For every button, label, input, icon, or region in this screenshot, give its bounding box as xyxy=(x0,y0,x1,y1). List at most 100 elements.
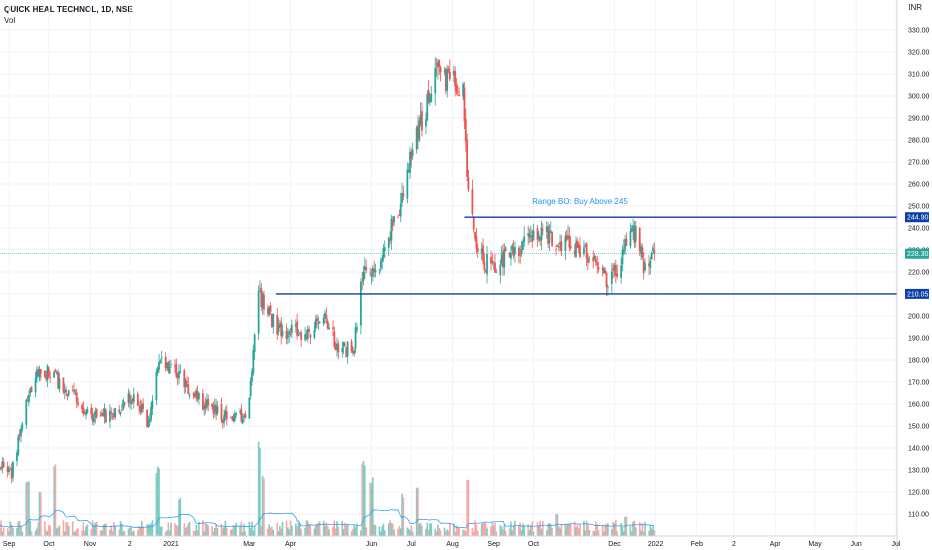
volume-bar xyxy=(434,528,437,536)
candle-body xyxy=(83,412,86,414)
candle-body xyxy=(253,334,256,353)
volume-bar xyxy=(361,463,364,536)
x-tick-label: 2021 xyxy=(163,541,179,548)
candle xyxy=(192,391,195,400)
volume-bar xyxy=(67,526,70,536)
candle-body xyxy=(494,262,496,273)
volume-bar xyxy=(382,523,385,536)
volume-bar xyxy=(596,524,599,536)
volume-bar xyxy=(248,521,251,536)
candle-body xyxy=(653,250,656,254)
volume-bar xyxy=(261,475,264,536)
candle-body xyxy=(439,67,442,73)
volume-bar xyxy=(1,531,4,536)
volume-bar xyxy=(486,528,488,536)
volume-bar xyxy=(447,530,450,536)
volume-bar xyxy=(427,529,430,536)
candle-body xyxy=(85,411,87,416)
candle xyxy=(229,416,232,419)
volume-bar xyxy=(251,521,253,536)
volume-bar xyxy=(12,527,14,536)
volume-bar xyxy=(304,527,306,536)
candle-body xyxy=(565,235,568,241)
volume-bar xyxy=(40,492,42,536)
level-price-badge-text: 244.90 xyxy=(907,215,929,222)
candle-body xyxy=(464,118,467,142)
volume-bar xyxy=(137,530,139,536)
candle-body xyxy=(371,267,374,277)
candle xyxy=(604,266,607,274)
candle-body xyxy=(67,390,70,395)
candle xyxy=(131,397,134,404)
x-tick-label: Jun xyxy=(851,541,862,548)
volume-bar xyxy=(121,523,123,536)
candle-body xyxy=(406,169,409,199)
candle-body xyxy=(267,308,269,315)
candle xyxy=(322,314,325,327)
candle-body xyxy=(45,375,48,380)
volume-bar xyxy=(34,530,37,536)
horizontal-levels[interactable] xyxy=(0,216,897,295)
candle-body xyxy=(462,83,465,97)
candle xyxy=(66,393,69,401)
volume-bar xyxy=(597,530,600,536)
candle xyxy=(119,411,122,417)
volume-bar xyxy=(187,523,190,536)
candle xyxy=(188,392,191,400)
candle xyxy=(243,413,245,423)
candle xyxy=(610,262,613,294)
candle-body xyxy=(55,371,58,374)
volume-bar xyxy=(612,521,614,536)
candle xyxy=(448,59,451,82)
candle-body xyxy=(363,266,366,271)
candle-body xyxy=(81,404,83,410)
candle-body xyxy=(216,406,219,414)
candle-body xyxy=(557,246,560,248)
volume-ma-line xyxy=(0,509,655,529)
candle-body xyxy=(333,331,336,347)
volume-bar xyxy=(94,522,97,536)
volume-bar xyxy=(81,530,83,536)
candle-body xyxy=(593,256,596,259)
candle xyxy=(122,397,125,411)
candle-body xyxy=(434,67,437,94)
volume-bar xyxy=(91,520,94,536)
volume-bar xyxy=(142,526,144,536)
candle-body xyxy=(127,393,130,404)
y-tick-label: 180.00 xyxy=(908,358,930,365)
candle-body xyxy=(314,319,317,329)
volume-bar xyxy=(437,524,439,536)
candle-body xyxy=(342,342,345,347)
volume-bar xyxy=(415,488,418,536)
candle xyxy=(168,359,171,375)
x-tick-label: Jul xyxy=(892,541,901,548)
candle-body xyxy=(576,240,579,248)
candle-body xyxy=(313,330,316,338)
candle xyxy=(597,261,600,273)
volume-bar xyxy=(297,522,300,536)
candle-body xyxy=(595,258,597,263)
candle-body xyxy=(122,400,125,410)
volume-bar xyxy=(421,525,423,536)
candle xyxy=(105,407,107,423)
candle-body xyxy=(374,269,377,273)
candle-body xyxy=(529,231,532,233)
volume-bar xyxy=(62,520,65,536)
candle xyxy=(517,245,520,264)
candle xyxy=(297,328,300,337)
candle xyxy=(207,394,210,412)
candle-body xyxy=(175,363,178,377)
candle-body xyxy=(105,410,107,423)
volume-bar xyxy=(495,531,498,536)
level-price-badge-bg xyxy=(905,288,929,299)
candle xyxy=(231,415,233,422)
y-tick-label: 270.00 xyxy=(908,160,930,167)
x-tick-label: Dec xyxy=(608,541,621,548)
candle xyxy=(170,359,172,368)
candle-body xyxy=(197,393,200,400)
candle xyxy=(455,77,458,96)
x-tick-label: Feb xyxy=(691,541,703,548)
candle-body xyxy=(10,468,13,479)
volume-bar xyxy=(379,531,382,536)
